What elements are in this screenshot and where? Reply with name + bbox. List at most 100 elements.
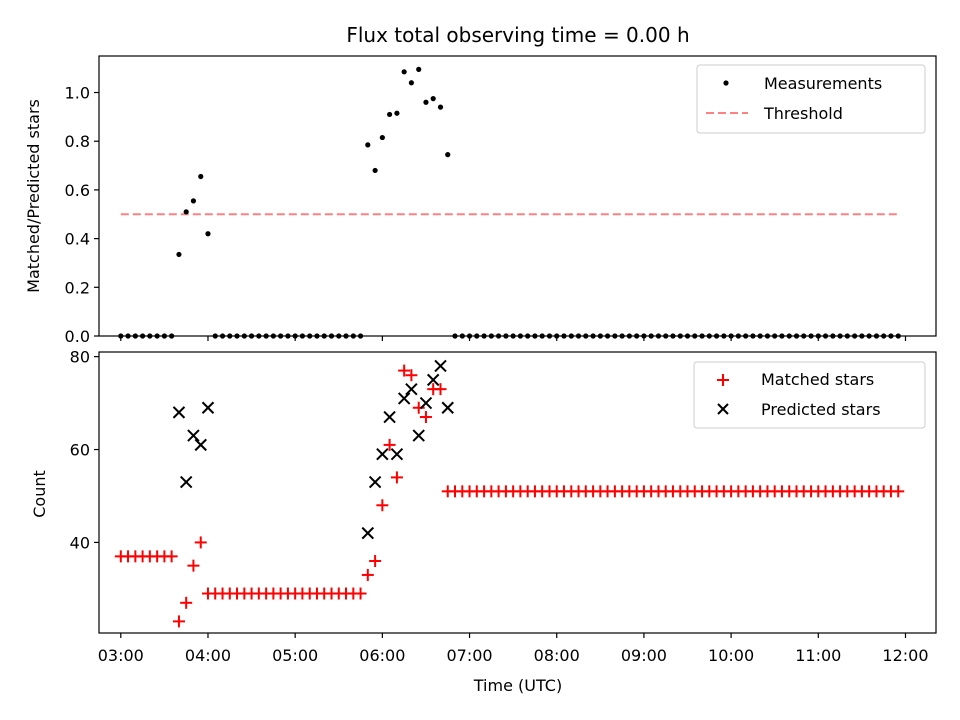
measurement-point (154, 333, 160, 339)
measurement-point (575, 333, 582, 339)
measurement-point (416, 66, 422, 72)
top-y-tick-label: 0.6 (65, 181, 90, 200)
top-plot-frame (98, 55, 937, 337)
predicted-star-marker (194, 438, 207, 452)
x-axis-label: Time (UTC) (473, 676, 562, 695)
matched-star-marker (369, 555, 382, 568)
legend-matched-marker (717, 374, 729, 386)
predicted-star-marker (397, 392, 411, 405)
measurement-point (822, 333, 829, 339)
legend-predicted-marker (717, 403, 729, 415)
matched-star-marker (187, 559, 200, 572)
measurement-point (481, 333, 487, 339)
x-tick-label: 07:00 (446, 646, 492, 665)
matched-star-marker (354, 587, 367, 600)
top-y-ticks: 0.0 0.2 0.4 0.6 0.8 1.0 (65, 84, 99, 346)
top-panel: 0.0 0.2 0.4 0.6 0.8 1.0 Matched/Predicted sta… (24, 55, 937, 346)
measurement-point (626, 333, 632, 339)
measurement-point (386, 111, 393, 118)
predicted-star-marker (361, 526, 375, 540)
measurement-point (379, 134, 385, 141)
predicted-star-marker (376, 447, 389, 461)
measurement-point (285, 333, 291, 339)
measurement-point (430, 96, 436, 102)
measurement-point (248, 333, 255, 339)
bottom-legend-box (693, 361, 926, 429)
measurement-point (503, 333, 509, 339)
measurement-point (488, 333, 494, 339)
measurement-point (278, 333, 284, 339)
measurement-point (699, 333, 705, 339)
measurement-point (895, 333, 901, 339)
measurement-point (670, 333, 676, 339)
measurement-point (198, 173, 204, 180)
bottom-y-tick-label: 80 (70, 348, 90, 367)
top-y-tick-label: 0.0 (65, 327, 90, 346)
x-tick-label: 04:00 (185, 646, 231, 665)
measurement-point (125, 333, 131, 339)
measurement-point (452, 333, 458, 339)
measurement-point (474, 333, 480, 339)
bottom-y-axis-label: Count (30, 470, 49, 518)
x-tick-label: 06:00 (359, 646, 405, 665)
legend-measurements-marker (723, 80, 729, 86)
predicted-star-marker (187, 429, 200, 442)
measurement-point (437, 104, 444, 110)
measurement-point (772, 333, 778, 339)
top-y-tick-label: 1.0 (65, 84, 90, 103)
measurement-point (881, 333, 887, 339)
measurement-point (663, 333, 669, 339)
measurement-point (546, 333, 553, 339)
measurement-point (314, 333, 320, 339)
measurement-point (321, 333, 327, 339)
measurement-point (655, 333, 662, 339)
measurement-point (401, 69, 407, 75)
measurement-point (408, 80, 414, 86)
measurement-point (372, 167, 378, 174)
top-x-ticks (120, 336, 907, 341)
measurement-point (423, 99, 429, 105)
measurement-point (132, 333, 138, 339)
measurement-point (328, 333, 335, 339)
measurement-point (532, 333, 538, 339)
measurement-point (299, 333, 306, 339)
matched-star-marker (390, 471, 403, 484)
measurement-point (677, 333, 683, 339)
predicted-star-marker (172, 406, 186, 419)
legend-measurements-label: Measurements (764, 74, 882, 93)
predicted-star-marker (179, 475, 193, 489)
measurement-point (539, 333, 545, 339)
measurement-point (212, 333, 218, 339)
x-tick-label: 03:00 (98, 646, 144, 665)
measurement-point (597, 333, 603, 339)
measurement-point (263, 333, 269, 339)
bottom-legend: Matched stars Predicted stars (693, 361, 926, 429)
measurement-point (873, 333, 880, 339)
x-tick-label: 08:00 (534, 646, 580, 665)
measurement-point (844, 333, 850, 339)
measurement-point (648, 333, 654, 339)
bottom-x-ticks: 03:00 04:00 05:00 06:00 07:00 08:00 09:00 10:00… (98, 633, 929, 665)
measurement-point (176, 251, 182, 258)
measurement-point (713, 333, 720, 339)
predicted-star-marker (441, 401, 454, 414)
measurement-point (619, 333, 625, 339)
top-y-tick-label: 0.2 (65, 278, 90, 297)
measurement-point (706, 333, 712, 339)
measurement-point (837, 333, 843, 339)
matched-star-marker (172, 615, 185, 628)
measurement-point (350, 333, 356, 339)
top-y-tick-label: 0.8 (65, 132, 90, 151)
measurement-point (147, 333, 153, 339)
measurement-point (634, 333, 640, 339)
measurement-point (183, 209, 189, 215)
predicted-star-marker (390, 447, 404, 461)
measurement-point (256, 333, 262, 339)
matched-star-marker (376, 499, 389, 512)
x-tick-label: 09:00 (621, 646, 667, 665)
matched-star-marker (892, 485, 905, 498)
measurement-point (866, 333, 872, 339)
measurement-point (336, 333, 342, 339)
x-tick-label: 12:00 (882, 646, 928, 665)
